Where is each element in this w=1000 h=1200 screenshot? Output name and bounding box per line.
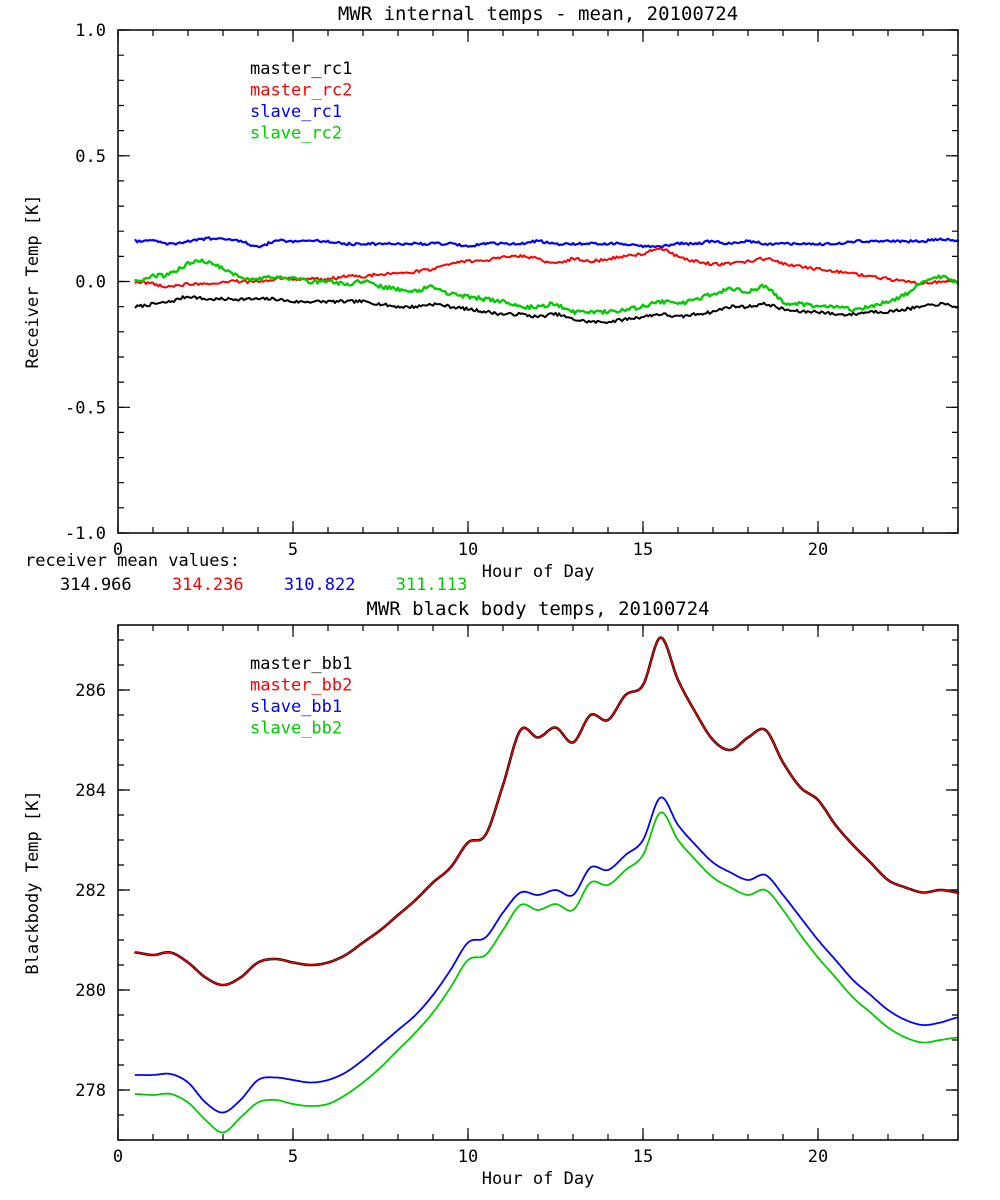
receiver-temp-chart-svg: 0 5 10 15 20 -1.0 -0.5 0.0 0.5 1.0 Hour of Day Rece… bbox=[23, 3, 960, 582]
svg-text:20: 20 bbox=[808, 540, 828, 560]
mean-value-master-rc1: 314.966 bbox=[60, 575, 132, 595]
svg-text:282: 282 bbox=[75, 881, 106, 901]
svg-text:1.0: 1.0 bbox=[75, 21, 106, 41]
svg-text:master_rc2: master_rc2 bbox=[250, 81, 352, 101]
svg-text:10: 10 bbox=[458, 1147, 478, 1167]
svg-text:MWR black body temps, 20100724: MWR black body temps, 20100724 bbox=[366, 600, 709, 620]
svg-text:master_bb1: master_bb1 bbox=[250, 654, 352, 674]
mean-value-slave-rc1: 310.822 bbox=[283, 575, 356, 595]
svg-text:slave_rc2: slave_rc2 bbox=[250, 124, 342, 144]
mean-value-slave-rc2: 311.113 bbox=[395, 575, 468, 595]
blackbody-temp-chart-svg: 0 5 10 15 20 278 280 282 284 286 Hour of Day Blackb… bbox=[23, 600, 960, 1189]
svg-text:slave_rc1: slave_rc1 bbox=[250, 102, 342, 122]
svg-text:slave_bb2: slave_bb2 bbox=[250, 719, 342, 739]
svg-text:5: 5 bbox=[288, 540, 298, 560]
svg-text:286: 286 bbox=[75, 681, 106, 701]
svg-text:280: 280 bbox=[75, 981, 106, 1001]
svg-text:-1.0: -1.0 bbox=[65, 524, 106, 544]
svg-text:Blackbody Temp [K]: Blackbody Temp [K] bbox=[23, 790, 43, 974]
svg-text:slave_bb1: slave_bb1 bbox=[250, 697, 342, 717]
svg-text:master_rc1: master_rc1 bbox=[250, 59, 352, 79]
mean-value-master-rc2: 314.236 bbox=[171, 575, 244, 595]
svg-text:MWR internal temps - mean, 201: MWR internal temps - mean, 20100724 bbox=[338, 3, 738, 25]
svg-text:-0.5: -0.5 bbox=[65, 398, 106, 418]
svg-text:Hour of Day: Hour of Day bbox=[482, 562, 595, 582]
svg-text:15: 15 bbox=[633, 540, 653, 560]
svg-text:Hour of Day: Hour of Day bbox=[482, 1169, 595, 1189]
receiver-mean-values-label: receiver mean values: bbox=[25, 551, 240, 571]
svg-text:10: 10 bbox=[458, 540, 478, 560]
svg-text:0: 0 bbox=[113, 540, 123, 560]
svg-text:5: 5 bbox=[288, 1147, 298, 1167]
svg-text:0: 0 bbox=[113, 1147, 123, 1167]
svg-text:0.0: 0.0 bbox=[75, 273, 106, 293]
receiver-mean-values: 314.966 314.236 310.822 311.113 bbox=[60, 575, 497, 595]
svg-text:284: 284 bbox=[75, 781, 106, 801]
svg-text:278: 278 bbox=[75, 1081, 106, 1101]
svg-text:15: 15 bbox=[633, 1147, 653, 1167]
svg-text:Receiver Temp [K]: Receiver Temp [K] bbox=[23, 195, 43, 369]
svg-text:0.5: 0.5 bbox=[75, 147, 106, 167]
svg-text:master_bb2: master_bb2 bbox=[250, 676, 352, 696]
svg-text:20: 20 bbox=[808, 1147, 828, 1167]
